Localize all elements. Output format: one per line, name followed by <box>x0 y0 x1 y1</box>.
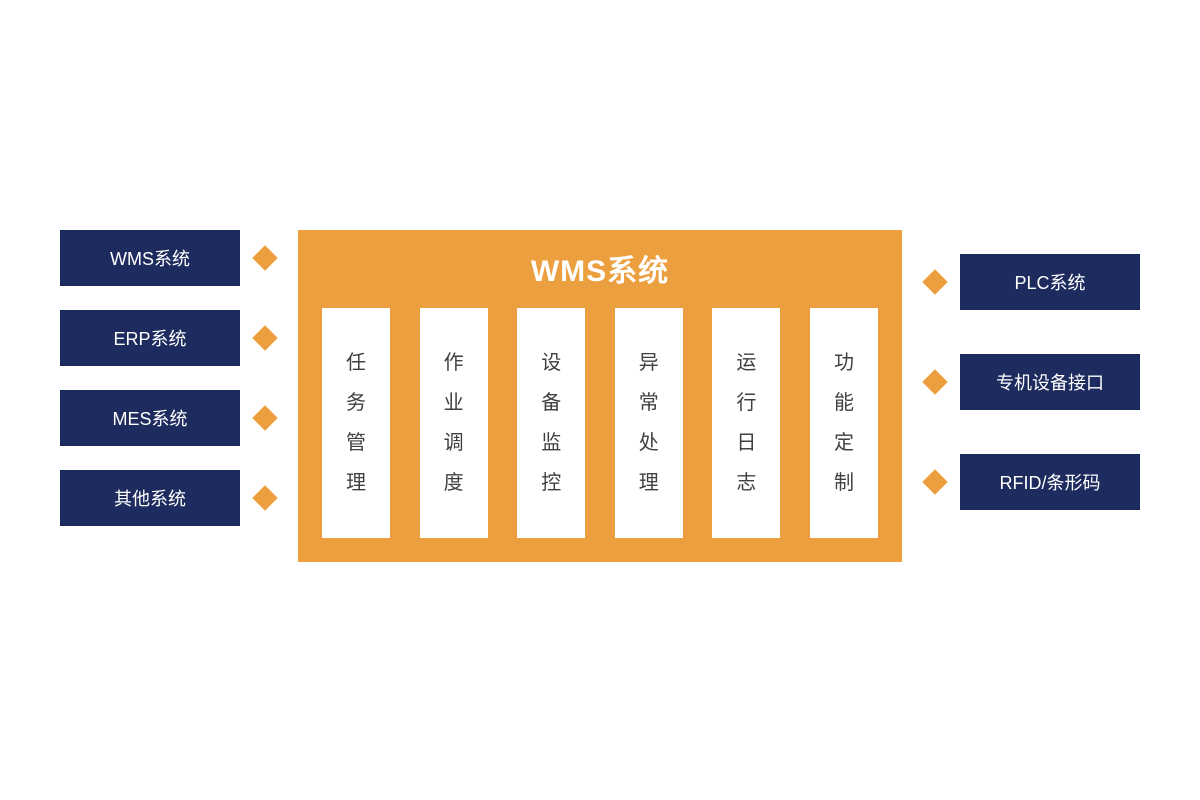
right-box-device-interface: 专机设备接口 <box>960 354 1140 410</box>
pillar-exception: 异常处理 <box>615 308 683 538</box>
wms-architecture-diagram: WMS系统 ERP系统 MES系统 其他系统 WMS系统 任务管理 作业调度 设… <box>60 230 1140 562</box>
right-box-label: PLC系统 <box>1014 269 1085 295</box>
right-box-label: 专机设备接口 <box>996 369 1104 395</box>
right-box-plc: PLC系统 <box>960 254 1140 310</box>
pillar-runlog: 运行日志 <box>712 308 780 538</box>
left-box-mes: MES系统 <box>60 390 240 446</box>
connector-diamond-icon <box>252 325 277 350</box>
right-systems-column: PLC系统 专机设备接口 RFID/条形码 <box>960 254 1140 510</box>
center-pillars-row: 任务管理 作业调度 设备监控 异常处理 运行日志 功能定制 <box>322 308 878 538</box>
left-systems-column: WMS系统 ERP系统 MES系统 其他系统 <box>60 230 240 526</box>
left-box-erp: ERP系统 <box>60 310 240 366</box>
right-box-rfid: RFID/条形码 <box>960 454 1140 510</box>
left-connector-column <box>240 230 290 526</box>
pillar-custom: 功能定制 <box>810 308 878 538</box>
pillar-job-schedule: 作业调度 <box>420 308 488 538</box>
left-box-other: 其他系统 <box>60 470 240 526</box>
connector-diamond-icon <box>252 245 277 270</box>
connector-diamond-icon <box>922 269 947 294</box>
left-box-label: 其他系统 <box>114 485 186 511</box>
pillar-task-mgmt: 任务管理 <box>322 308 390 538</box>
left-box-wms: WMS系统 <box>60 230 240 286</box>
left-box-label: MES系统 <box>112 405 187 431</box>
connector-diamond-icon <box>922 369 947 394</box>
center-title: WMS系统 <box>531 246 669 290</box>
right-box-label: RFID/条形码 <box>1000 469 1101 495</box>
left-box-label: WMS系统 <box>110 245 190 271</box>
left-box-label: ERP系统 <box>113 325 186 351</box>
right-connector-column <box>910 254 960 510</box>
center-wms-block: WMS系统 任务管理 作业调度 设备监控 异常处理 运行日志 功能定制 <box>298 230 902 562</box>
connector-diamond-icon <box>252 405 277 430</box>
connector-diamond-icon <box>922 469 947 494</box>
pillar-device-monitor: 设备监控 <box>517 308 585 538</box>
connector-diamond-icon <box>252 485 277 510</box>
